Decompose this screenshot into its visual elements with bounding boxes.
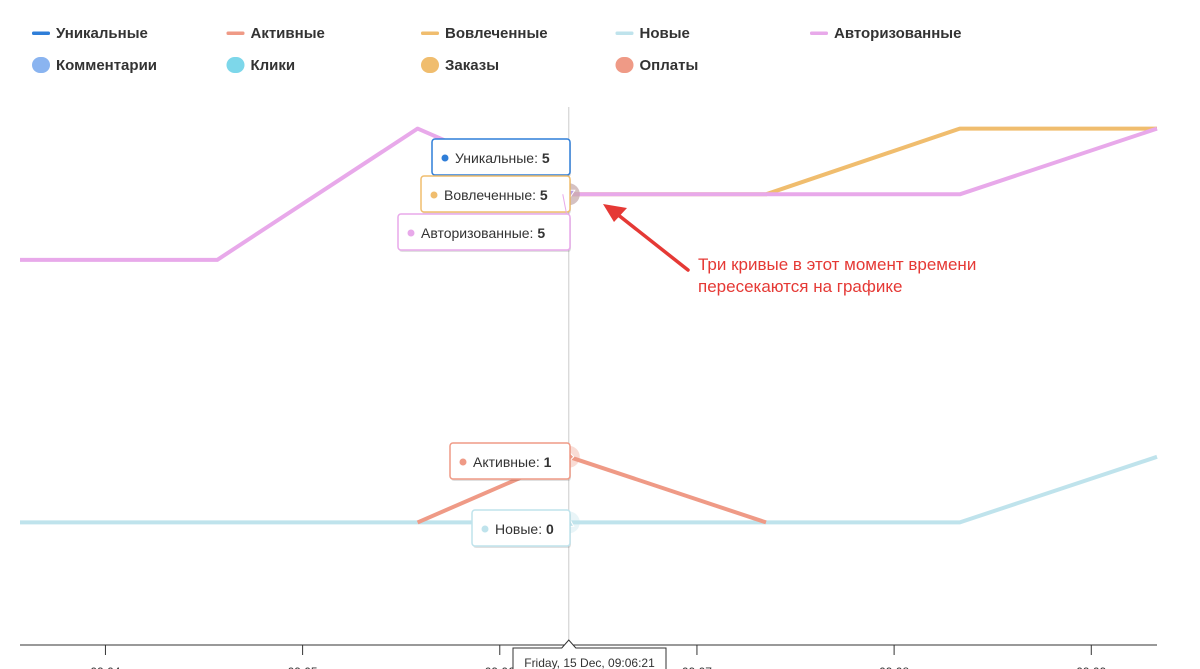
legend-item[interactable]: Новые [615,25,690,42]
annotation-text-line: Три кривые в этот момент времени [698,255,976,274]
x-tick-label: 09:08 [879,665,909,669]
x-tick-label: 09:06 [485,665,515,669]
legend-label: Авторизованные [834,25,961,42]
tooltip-box [397,213,571,251]
crosshair-label: Friday, 15 Dec, 09:06:21 [512,639,667,669]
legend-label: Новые [640,25,690,42]
x-tick-label: 09:05 [288,665,318,669]
x-axis: 09:04 09:05 09:06 09:07 09:08 09:09 [20,644,1157,669]
tooltip: Новые: 0 [471,509,571,548]
series-line[interactable] [20,126,1158,262]
tooltip-series-name: Вовлеченные [444,187,532,203]
annotation: Три кривые в этот момент времени пересека… [603,204,976,296]
legend-label: Оплаты [640,57,699,74]
legend-item[interactable]: Авторизованные [810,25,961,42]
legend-item[interactable]: Оплаты [615,57,699,74]
tooltip-series-name: Активные [473,454,536,470]
tooltip: Авторизованные: 5 [397,194,571,252]
series-line[interactable] [20,454,1158,525]
tooltip-dot [481,525,489,533]
tooltip-series-name: Уникальные [455,150,534,166]
tooltip-value: 5 [537,225,545,241]
tooltip-box [449,442,571,480]
x-tick-label: 09:04 [90,665,120,669]
tooltip-box [471,509,571,547]
tooltip-text: Авторизованные: 5 [421,225,545,241]
annotation-arrow-head [603,204,627,222]
tooltip-text: Новые: 0 [495,521,554,537]
tooltip: Уникальные: 5 [431,138,571,195]
legend-item[interactable]: Уникальные [32,25,148,42]
legend-label: Клики [251,57,296,74]
annotation-text-line: пересекаются на графике [698,277,902,296]
legend-line-symbol [226,31,245,35]
legend-item[interactable]: Комментарии [32,57,157,74]
tooltips: Уникальные: 5 Вовлеченные: 5 Авторизованны… [397,138,667,669]
tooltip-dot [430,191,438,199]
tooltip-value: 1 [544,454,552,470]
tooltip-series-name: Новые [495,521,538,537]
tooltip-dot [441,154,449,162]
series-line[interactable] [568,126,1157,197]
tooltip-dot [407,229,415,237]
legend-item[interactable]: Вовлеченные [421,25,548,42]
legend-label: Комментарии [56,57,157,74]
legend-line-symbol [615,31,634,35]
legend-pill-symbol [421,57,439,73]
legend-item[interactable]: Активные [226,25,325,42]
tooltip-box [431,138,571,176]
annotation-callout: Три кривые в этот момент времени пересека… [603,204,976,296]
legend-pill-symbol [226,57,245,73]
legend-label: Вовлеченные [445,25,548,42]
tooltip-series-name: Авторизованные [421,225,530,241]
tooltip-value: 0 [546,521,554,537]
legend: Уникальные Активные Вовлеченные Новые Автори… [32,25,961,74]
tooltip-dot [459,458,467,466]
x-tick-label: 09:07 [682,665,712,669]
legend-pill-symbol [615,57,634,73]
legend-item[interactable]: Заказы [421,57,499,74]
legend-label: Активные [251,25,325,42]
series-group [20,126,1158,534]
legend-label: Заказы [445,57,499,74]
legend-line-symbol [810,31,828,35]
tooltip: Вовлеченные: 5 [420,175,571,214]
tooltip: Активные: 1 [449,442,571,481]
legend-label: Уникальные [56,25,148,42]
legend-line-symbol [32,31,50,35]
legend-pill-symbol [32,57,50,73]
tooltip-text: Уникальные: 5 [455,150,550,166]
tooltip-box [420,175,571,213]
tooltip-text: Активные: 1 [473,454,552,470]
legend-item[interactable]: Клики [226,57,296,74]
crosshair-label-text: Friday, 15 Dec, 09:06:21 [524,656,655,669]
legend-line-symbol [421,31,439,35]
x-tick-label: 09:09 [1076,665,1106,669]
crosshair-label-box [512,639,667,669]
tooltip-text: Вовлеченные: 5 [444,187,548,203]
annotation-arrow-shaft [615,212,690,272]
tooltip-value: 5 [542,150,550,166]
tooltip-value: 5 [540,187,548,203]
